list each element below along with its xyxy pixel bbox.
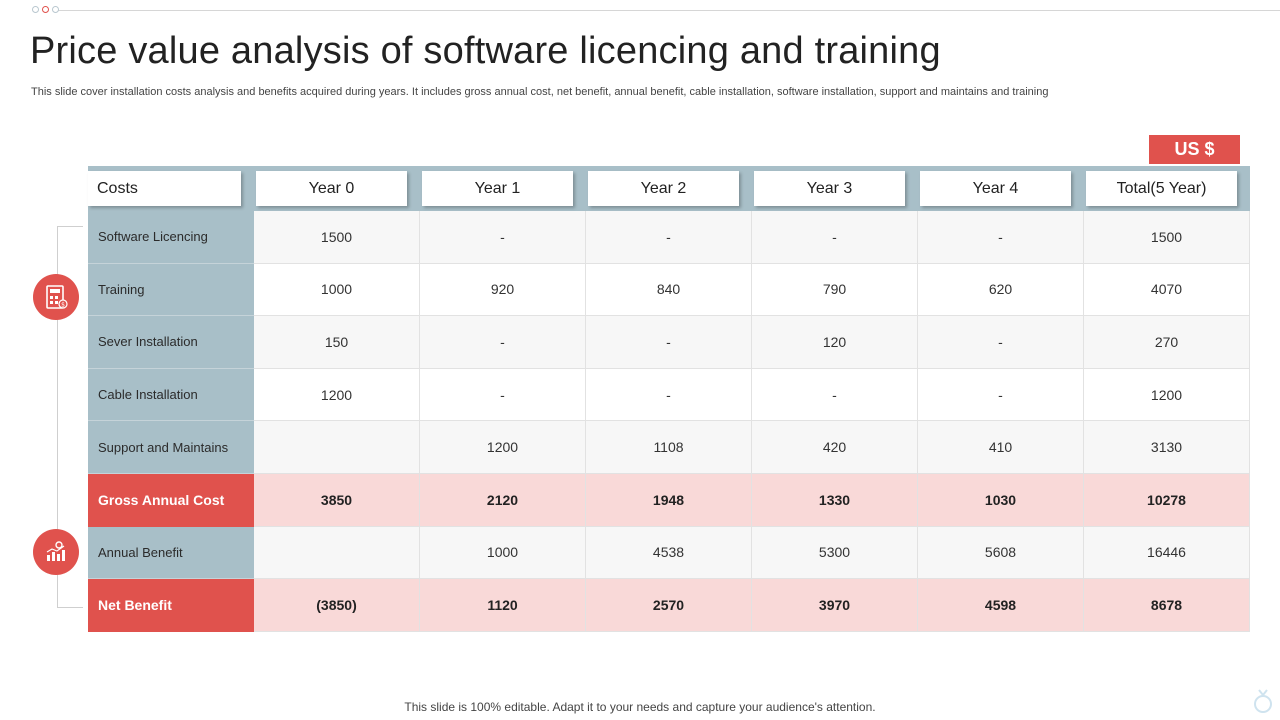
table-header-row: Costs Year 0 Year 1 Year 2 Year 3 Year 4… bbox=[88, 166, 1250, 211]
header-cell: Year 4 bbox=[918, 166, 1084, 211]
table-cell: 1120 bbox=[420, 579, 586, 632]
table-cell: - bbox=[586, 368, 752, 422]
table-cell: - bbox=[918, 211, 1084, 264]
table-cell: - bbox=[752, 368, 918, 422]
table-cell: 4070 bbox=[1084, 263, 1250, 317]
header-year-1: Year 1 bbox=[422, 171, 573, 206]
table-cell: 1200 bbox=[254, 368, 420, 422]
row-label: Gross Annual Cost bbox=[88, 473, 254, 527]
table-row: Annual Benefit 1000 4538 5300 5608 16446 bbox=[88, 526, 1250, 580]
table-cell: 1108 bbox=[586, 421, 752, 474]
table-cell: 1030 bbox=[918, 473, 1084, 527]
header-year-3: Year 3 bbox=[754, 171, 905, 206]
table-cell bbox=[254, 421, 420, 474]
table-row: Training 1000 920 840 790 620 4070 bbox=[88, 263, 1250, 317]
table-cell: 2570 bbox=[586, 579, 752, 632]
table-cell: 420 bbox=[752, 421, 918, 474]
header-cell: Year 1 bbox=[420, 166, 586, 211]
dot bbox=[42, 6, 49, 13]
row-group-bracket bbox=[57, 226, 83, 608]
table-cell: 1500 bbox=[254, 211, 420, 264]
footer-note: This slide is 100% editable. Adapt it to… bbox=[404, 700, 876, 714]
row-label: Support and Maintains bbox=[88, 421, 254, 474]
table-cell: 3970 bbox=[752, 579, 918, 632]
table-cell: 920 bbox=[420, 263, 586, 317]
top-divider bbox=[58, 10, 1280, 11]
row-label: Training bbox=[88, 263, 254, 317]
table-cell: 150 bbox=[254, 316, 420, 369]
calculator-icon: $ bbox=[33, 274, 79, 320]
slide-dots bbox=[32, 6, 59, 13]
table-cell: 120 bbox=[752, 316, 918, 369]
header-cell: Costs bbox=[88, 166, 254, 211]
table-cell: 1500 bbox=[1084, 211, 1250, 264]
table-cell: - bbox=[420, 368, 586, 422]
header-cell: Year 0 bbox=[254, 166, 420, 211]
table-cell: 1200 bbox=[1084, 368, 1250, 422]
row-label: Annual Benefit bbox=[88, 526, 254, 580]
table-cell: 1200 bbox=[420, 421, 586, 474]
header-cell: Year 3 bbox=[752, 166, 918, 211]
table-cell: 3850 bbox=[254, 473, 420, 527]
table-cell: 790 bbox=[752, 263, 918, 317]
table-row-highlight: Gross Annual Cost 3850 2120 1948 1330 10… bbox=[88, 473, 1250, 527]
header-year-2: Year 2 bbox=[588, 171, 739, 206]
brand-logo-icon bbox=[1252, 686, 1274, 720]
table-row-highlight: Net Benefit (3850) 1120 2570 3970 4598 8… bbox=[88, 579, 1250, 632]
table-cell: 410 bbox=[918, 421, 1084, 474]
table-cell: 4538 bbox=[586, 526, 752, 580]
row-label: Net Benefit bbox=[88, 579, 254, 632]
table-cell: 1948 bbox=[586, 473, 752, 527]
page-title: Price value analysis of software licenci… bbox=[30, 30, 941, 72]
table-row: Cable Installation 1200 - - - - 1200 bbox=[88, 368, 1250, 422]
table-cell: 5300 bbox=[752, 526, 918, 580]
header-total: Total(5 Year) bbox=[1086, 171, 1237, 206]
header-costs: Costs bbox=[88, 171, 241, 206]
header-year-0: Year 0 bbox=[256, 171, 407, 206]
table-cell: 1330 bbox=[752, 473, 918, 527]
table-cell: - bbox=[420, 211, 586, 264]
currency-badge: US $ bbox=[1149, 135, 1240, 164]
table-cell: 2120 bbox=[420, 473, 586, 527]
header-cell: Total(5 Year) bbox=[1084, 166, 1250, 211]
table-cell: 8678 bbox=[1084, 579, 1250, 632]
table-cell: - bbox=[586, 211, 752, 264]
table-cell: - bbox=[586, 316, 752, 369]
dot bbox=[32, 6, 39, 13]
table-cell: (3850) bbox=[254, 579, 420, 632]
table-cell: - bbox=[918, 316, 1084, 369]
table-cell: - bbox=[420, 316, 586, 369]
table-row: Sever Installation 150 - - 120 - 270 bbox=[88, 316, 1250, 369]
page-subtitle: This slide cover installation costs anal… bbox=[31, 86, 1049, 98]
cost-analysis-table: Costs Year 0 Year 1 Year 2 Year 3 Year 4… bbox=[88, 166, 1250, 632]
table-cell: 3130 bbox=[1084, 421, 1250, 474]
table-cell: - bbox=[752, 211, 918, 264]
table-cell: 270 bbox=[1084, 316, 1250, 369]
row-label: Sever Installation bbox=[88, 316, 254, 369]
dot bbox=[52, 6, 59, 13]
row-label: Cable Installation bbox=[88, 368, 254, 422]
row-label: Software Licencing bbox=[88, 211, 254, 264]
table-cell: 1000 bbox=[420, 526, 586, 580]
table-cell: 620 bbox=[918, 263, 1084, 317]
table-cell: 840 bbox=[586, 263, 752, 317]
table-cell: 5608 bbox=[918, 526, 1084, 580]
header-cell: Year 2 bbox=[586, 166, 752, 211]
table-cell: - bbox=[918, 368, 1084, 422]
table-cell: 10278 bbox=[1084, 473, 1250, 527]
header-year-4: Year 4 bbox=[920, 171, 1071, 206]
table-cell: 1000 bbox=[254, 263, 420, 317]
table-cell: 16446 bbox=[1084, 526, 1250, 580]
table-cell bbox=[254, 526, 420, 580]
table-row: Software Licencing 1500 - - - - 1500 bbox=[88, 211, 1250, 264]
table-row: Support and Maintains 1200 1108 420 410 … bbox=[88, 421, 1250, 474]
table-cell: 4598 bbox=[918, 579, 1084, 632]
growth-chart-icon bbox=[33, 529, 79, 575]
svg-text:$: $ bbox=[61, 302, 65, 309]
